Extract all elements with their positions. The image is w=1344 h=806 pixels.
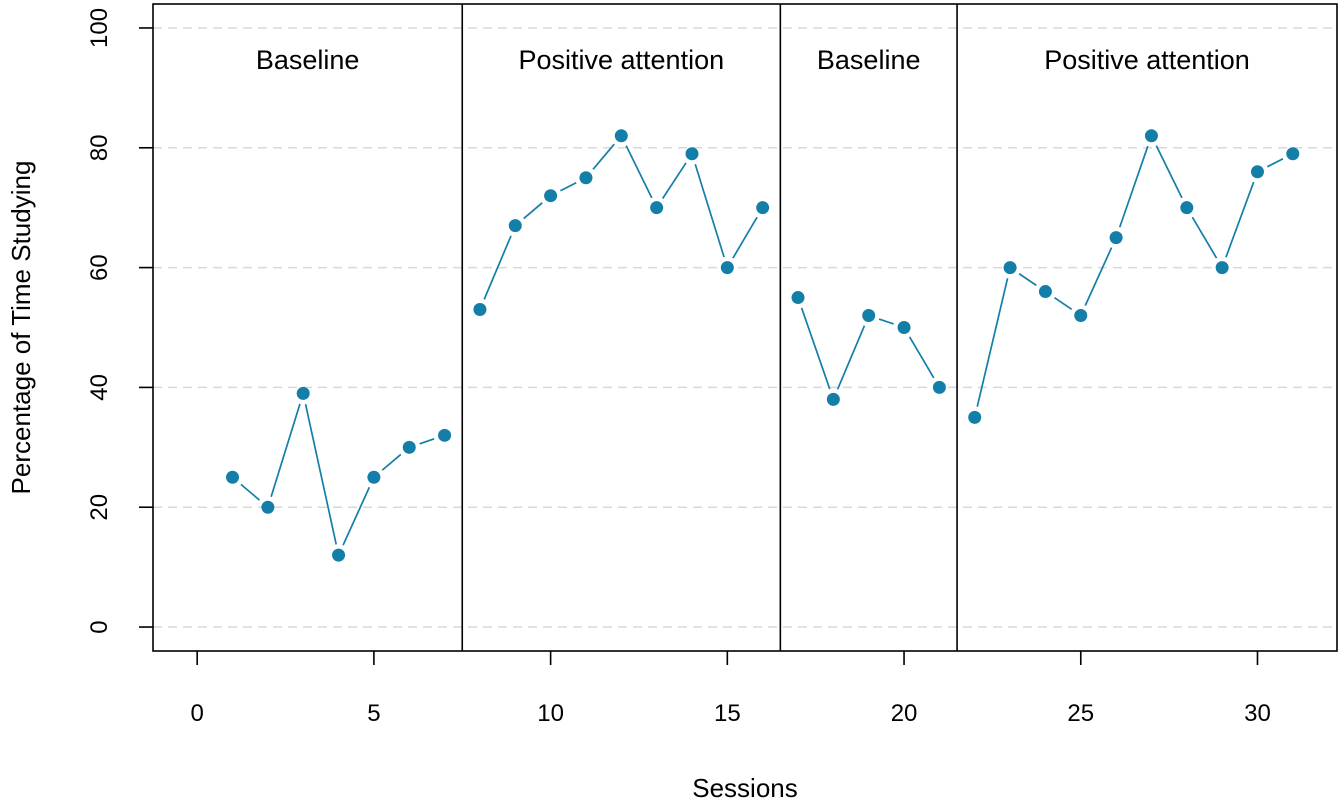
line-segment-phase2-6 (661, 162, 687, 199)
line-segment-phase2-5 (625, 145, 653, 199)
line-segment-phase4-2 (1018, 273, 1037, 287)
gridlines (153, 27, 1337, 628)
line-segment-phase2-3 (560, 181, 577, 192)
y-tick-label-80: 80 (86, 134, 113, 161)
data-point-session-17 (791, 291, 805, 305)
line-segment-phase3-1 (800, 307, 831, 390)
x-tick-label-30: 30 (1244, 700, 1271, 727)
line-segment-phase1-2 (270, 403, 301, 497)
data-point-session-1 (226, 470, 240, 484)
data-point-session-5 (367, 470, 381, 484)
data-point-session-30 (1250, 165, 1264, 179)
data-point-session-10 (544, 189, 558, 203)
data-point-session-18 (826, 392, 840, 406)
data-point-session-15 (720, 261, 734, 275)
line-segment-phase1-1 (240, 483, 261, 501)
line-segment-phase3-4 (908, 336, 935, 379)
x-tick-label-10: 10 (537, 700, 564, 727)
line-segment-phase2-7 (694, 164, 725, 258)
data-point-session-21 (932, 380, 946, 394)
y-axis-title: Percentage of Time Studying (6, 161, 36, 495)
data-point-session-28 (1180, 201, 1194, 215)
phase-label-1: Baseline (256, 45, 360, 75)
x-tick-label-5: 5 (367, 700, 380, 727)
line-segment-phase4-3 (1054, 297, 1073, 311)
data-point-session-11 (579, 171, 593, 185)
data-point-session-13 (650, 201, 664, 215)
y-tick-label-0: 0 (86, 620, 113, 633)
data-point-session-29 (1215, 261, 1229, 275)
data-point-session-24 (1038, 285, 1052, 299)
data-point-session-26 (1109, 231, 1123, 245)
line-segment-phase4-7 (1191, 216, 1218, 259)
data-point-session-12 (614, 129, 628, 143)
y-tick-label-40: 40 (86, 374, 113, 401)
phase-label-3: Baseline (817, 45, 921, 75)
line-segment-phase3-2 (836, 325, 866, 390)
data-point-session-23 (1003, 261, 1017, 275)
line-segment-phase3-3 (878, 318, 894, 325)
phase-change-lines (461, 4, 958, 651)
y-tick-label-60: 60 (86, 254, 113, 281)
data-point-session-31 (1286, 147, 1300, 161)
x-tick-label-15: 15 (714, 700, 741, 727)
line-segment-phase4-9 (1266, 157, 1284, 168)
line-segment-phase4-1 (976, 278, 1009, 407)
phase-label-2: Positive attention (518, 45, 724, 75)
data-point-session-19 (862, 309, 876, 323)
x-axis-title: Sessions (692, 773, 798, 803)
data-point-session-16 (756, 201, 770, 215)
data-point-session-9 (508, 219, 522, 233)
data-point-session-2 (261, 500, 275, 514)
data-point-session-22 (968, 410, 982, 424)
line-segment-phase2-4 (592, 143, 615, 170)
axes: 0 5 10 15 20 25 30 0 20 40 60 80 100 (86, 3, 1338, 727)
y-tick-label-100: 100 (86, 8, 113, 48)
plot-frame (152, 3, 1338, 652)
line-segment-phase4-6 (1155, 145, 1183, 199)
line-segment-phase2-2 (523, 202, 543, 220)
line-segment-phase4-5 (1118, 145, 1149, 228)
data-point-session-3 (296, 386, 310, 400)
line-segment-phase2-8 (732, 216, 758, 259)
phase-label-4: Positive attention (1044, 45, 1250, 75)
data-point-session-4 (332, 548, 346, 562)
data-point-session-20 (897, 321, 911, 334)
y-tick-label-20: 20 (86, 494, 113, 521)
x-tick-label-20: 20 (891, 700, 918, 727)
line-segment-phase1-5 (381, 453, 402, 471)
data-point-session-14 (685, 147, 699, 161)
phase-labels: Baseline Positive attention Baseline Positi… (256, 45, 1250, 75)
line-segment-phase1-6 (419, 438, 435, 445)
data-point-session-8 (473, 303, 487, 317)
line-segment-phase4-4 (1084, 247, 1113, 306)
data-series (226, 129, 1300, 562)
line-segment-phase1-3 (304, 403, 338, 545)
data-point-session-27 (1144, 129, 1158, 143)
x-tick-label-25: 25 (1067, 700, 1094, 727)
data-point-session-25 (1074, 309, 1088, 323)
data-point-session-7 (438, 428, 452, 442)
x-tick-label-0: 0 (190, 700, 203, 727)
data-point-session-6 (402, 440, 416, 454)
line-segment-phase1-4 (342, 486, 371, 546)
line-segment-phase4-8 (1225, 181, 1255, 258)
line-segment-phase2-1 (483, 235, 512, 300)
